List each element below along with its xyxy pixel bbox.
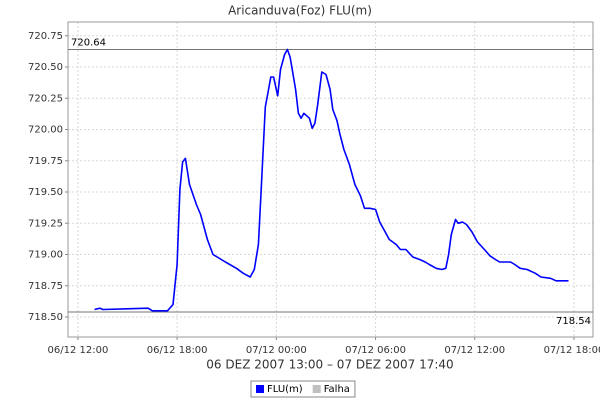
- x-tick-label: 07/12 06:00: [345, 345, 406, 356]
- x-tick-label: 06/12 18:00: [147, 345, 208, 356]
- legend-label: Falha: [324, 384, 350, 395]
- x-tick-label: 07/12 18:00: [544, 345, 600, 356]
- legend-label: FLU(m): [267, 384, 303, 395]
- legend-box: [250, 380, 356, 398]
- legend: FLU(m) Falha: [250, 380, 356, 398]
- legend-swatch: [312, 385, 321, 393]
- y-tick-label: 720.75: [28, 31, 63, 42]
- data-line: [94, 48, 569, 312]
- x-tick-label: 06/12 12:00: [48, 345, 109, 356]
- y-tick-label: 720.50: [28, 62, 63, 73]
- y-tick-label: 718.50: [28, 312, 63, 323]
- plot-border: [67, 21, 594, 338]
- y-tick-label: 719.25: [28, 218, 63, 229]
- y-tick-label: 719.75: [28, 156, 63, 167]
- y-tick-label: 719.00: [28, 250, 63, 261]
- y-tick-label: 720.25: [28, 93, 63, 104]
- y-tick-label: 720.00: [28, 125, 63, 136]
- chart-title: Aricanduva(Foz) FLU(m): [228, 4, 372, 18]
- reference-label: 720.64: [71, 38, 106, 49]
- legend-swatch: [256, 385, 264, 393]
- y-tick-label: 719.50: [28, 187, 63, 198]
- plot-area: [68, 22, 593, 337]
- x-axis-label: 06 DEZ 2007 13:00 – 07 DEZ 2007 17:40: [206, 358, 453, 372]
- y-tick-label: 718.75: [28, 281, 63, 292]
- x-tick-label: 07/12 12:00: [444, 345, 505, 356]
- x-tick-label: 07/12 00:00: [246, 345, 307, 356]
- reference-label: 718.54: [556, 316, 591, 327]
